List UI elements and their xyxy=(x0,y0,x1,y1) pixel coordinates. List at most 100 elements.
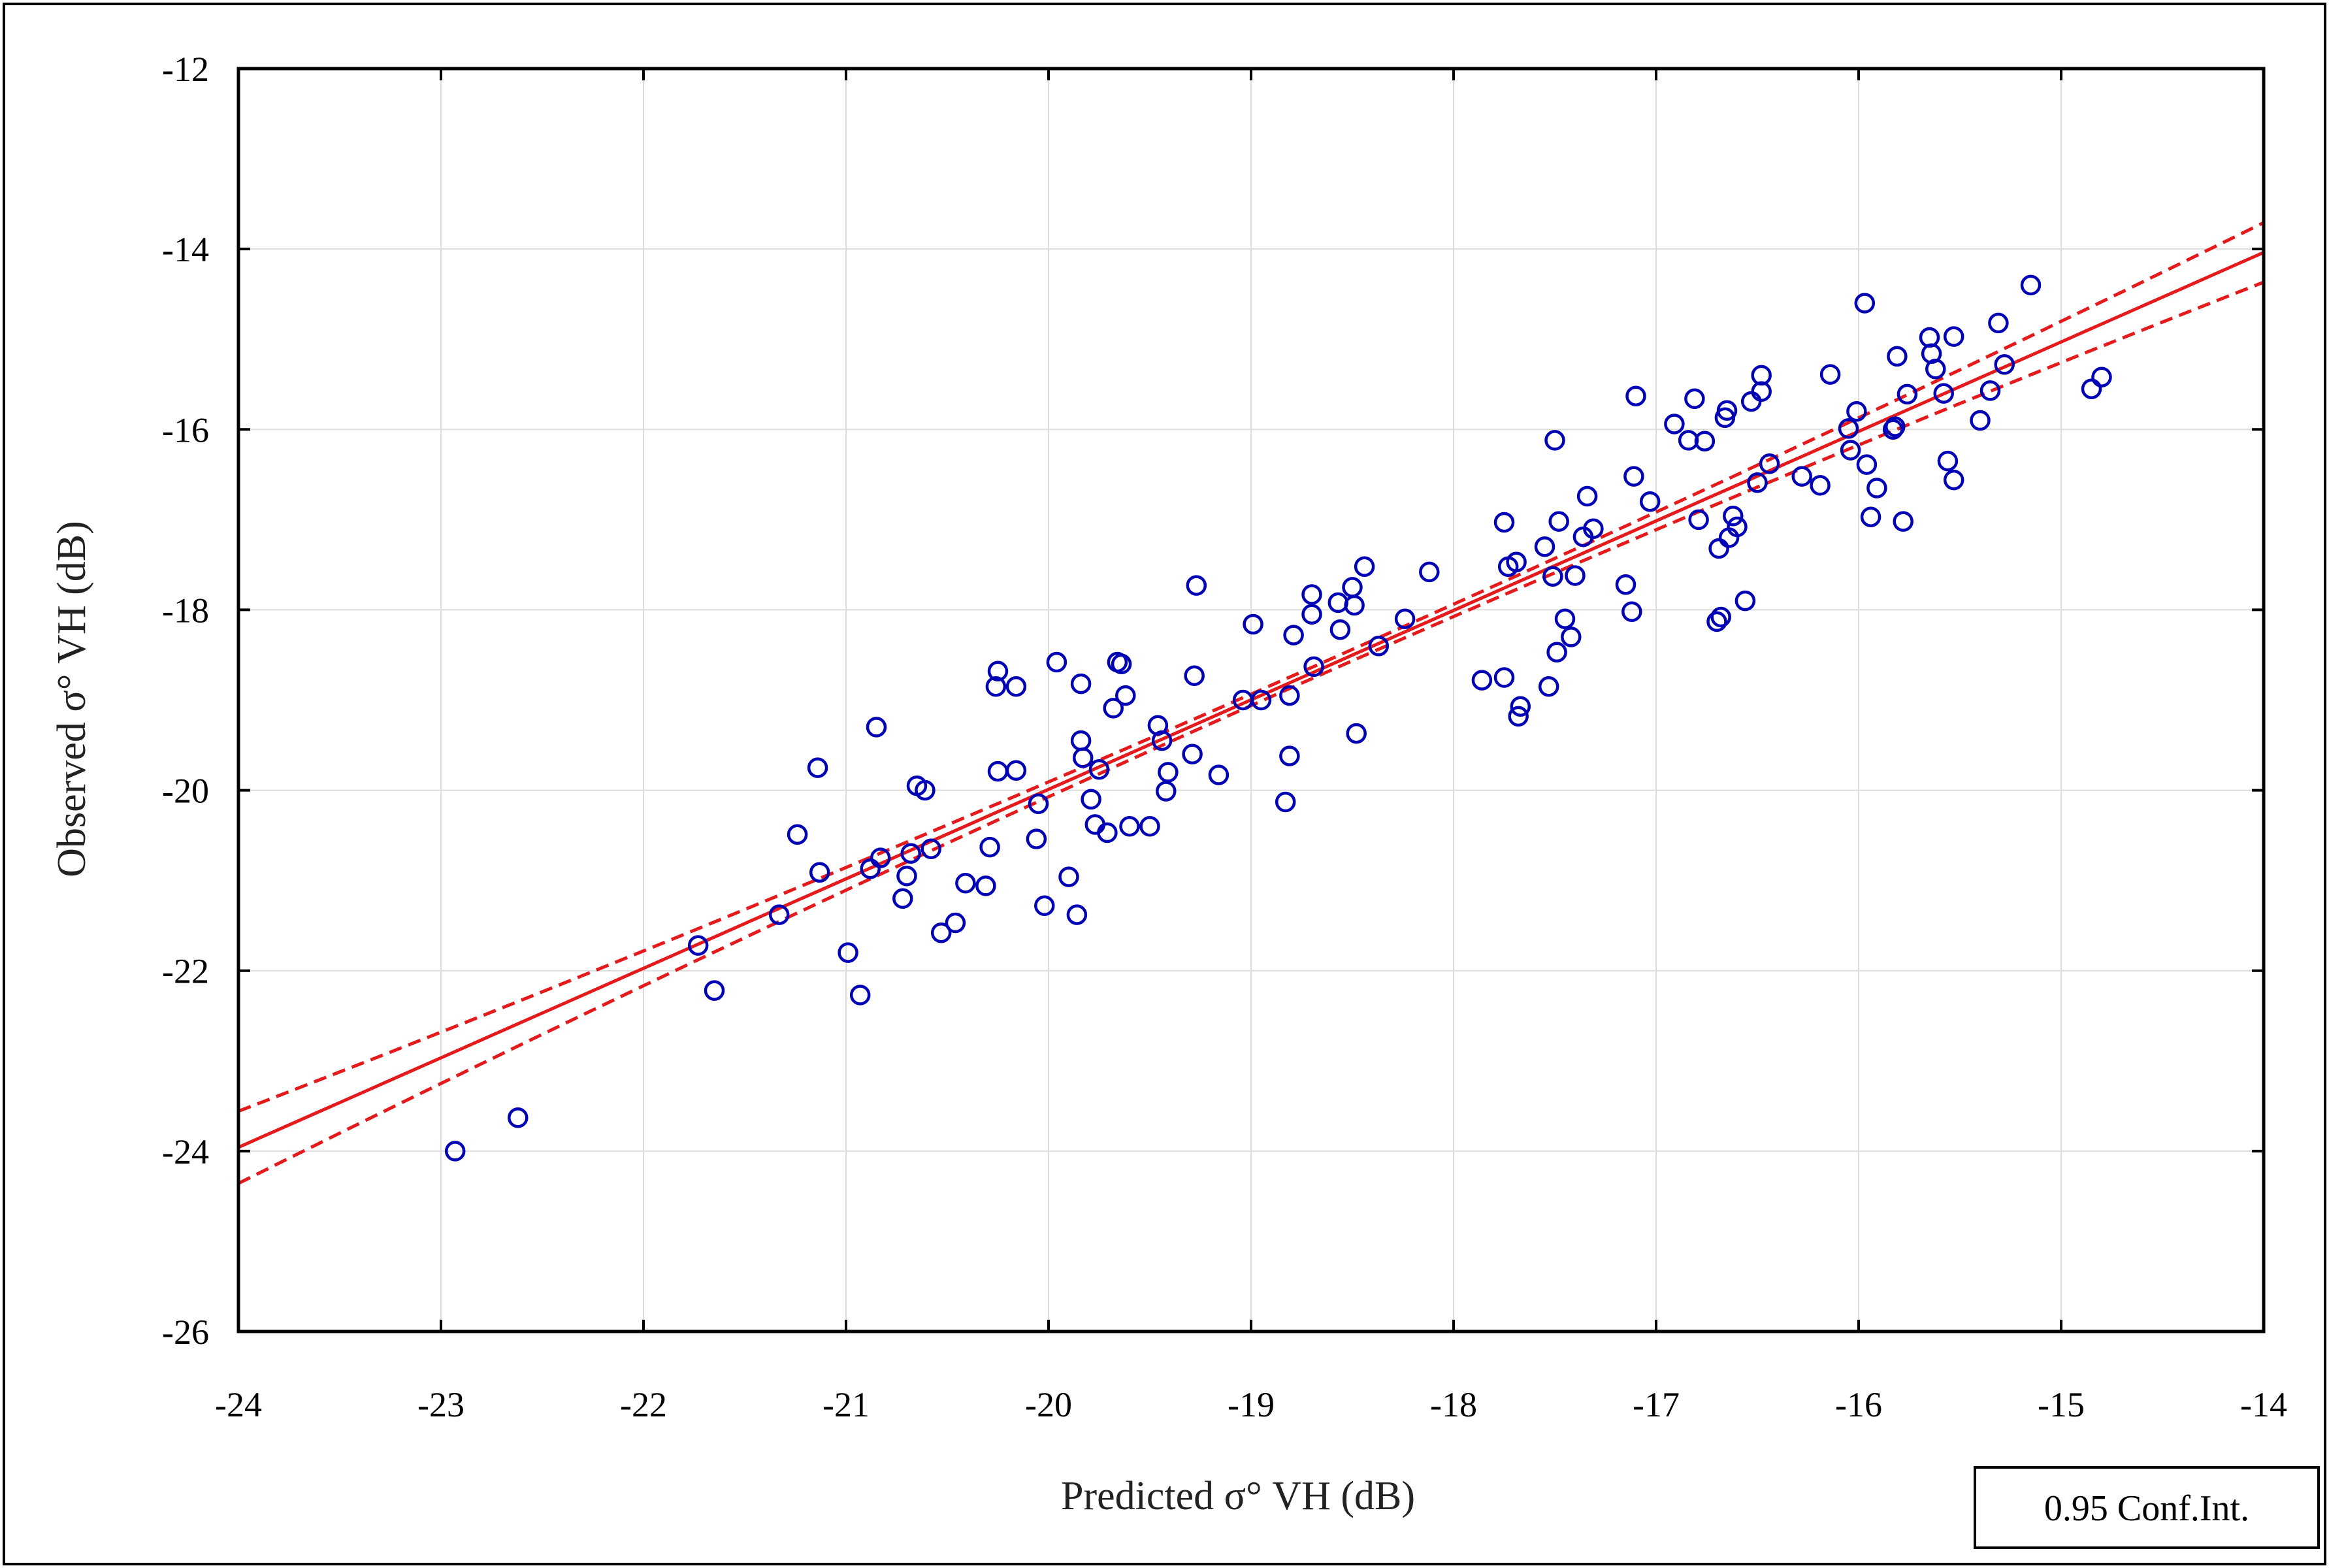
data-point xyxy=(1615,574,1637,595)
data-point xyxy=(1710,606,1731,628)
legend-label: 0.95 Conf.Int. xyxy=(2044,1488,2249,1529)
data-point xyxy=(809,862,830,883)
data-point xyxy=(1156,781,1177,802)
data-point xyxy=(945,912,966,934)
data-point xyxy=(955,873,976,894)
data-point xyxy=(2091,367,2112,387)
data-point xyxy=(1810,475,1831,496)
data-point xyxy=(1727,516,1748,538)
data-point xyxy=(1561,627,1582,647)
plot-frame xyxy=(236,67,2266,1333)
data-point xyxy=(1583,518,1604,539)
data-point xyxy=(1493,667,1515,688)
data-point xyxy=(2081,378,2102,399)
data-point xyxy=(1933,383,1954,404)
data-point xyxy=(1070,673,1092,694)
data-point xyxy=(1301,604,1322,625)
data-point xyxy=(1354,556,1375,577)
x-axis-title: Predicted σ° VH (dB) xyxy=(1061,1474,1415,1518)
data-point xyxy=(985,676,1007,697)
data-point xyxy=(1103,698,1124,719)
data-point xyxy=(1419,561,1440,583)
x-tick-label: -18 xyxy=(1430,1385,1477,1424)
data-point xyxy=(1344,595,1365,616)
data-point xyxy=(1548,511,1569,532)
data-point xyxy=(1072,747,1094,768)
data-point xyxy=(1937,450,1959,472)
data-point xyxy=(1688,509,1709,531)
data-point xyxy=(1301,584,1322,605)
data-point xyxy=(1115,685,1136,706)
data-point xyxy=(1994,354,2015,375)
y-tick-label: -24 xyxy=(162,1132,209,1171)
data-point xyxy=(1751,381,1772,402)
data-point xyxy=(2020,274,2042,296)
data-point xyxy=(1097,822,1118,843)
x-axis: -24 -23 -22 -21 -20 -19 -18 -17 -16 -15 -14 xyxy=(215,69,2287,1424)
data-point xyxy=(1706,611,1727,632)
data-point xyxy=(1854,293,1876,314)
data-point xyxy=(1759,453,1780,474)
legend-box xyxy=(1974,1466,2320,1549)
data-point xyxy=(860,858,881,879)
data-point xyxy=(1943,469,1964,491)
data-point xyxy=(1925,359,1946,380)
data-point xyxy=(1493,512,1515,533)
data-point xyxy=(1329,619,1351,640)
data-point xyxy=(1368,635,1390,657)
data-point xyxy=(975,875,996,896)
x-tick-label: -24 xyxy=(215,1385,262,1424)
data-point xyxy=(1394,608,1416,629)
data-point xyxy=(1139,816,1160,837)
data-point xyxy=(1554,608,1576,629)
y-tick-label: -14 xyxy=(162,230,209,269)
data-point xyxy=(896,865,917,887)
data-point xyxy=(1546,642,1567,663)
data-point xyxy=(1639,491,1661,512)
data-point xyxy=(768,904,790,925)
data-point xyxy=(1034,895,1055,917)
data-point xyxy=(1058,866,1079,887)
data-point xyxy=(1250,689,1272,711)
data-point xyxy=(1621,601,1642,622)
data-point xyxy=(1893,511,1914,532)
figure-border xyxy=(3,3,2326,1565)
data-point xyxy=(1510,696,1531,717)
data-point xyxy=(1158,762,1179,783)
data-point xyxy=(1275,791,1296,813)
data-point xyxy=(704,980,725,1001)
data-point xyxy=(787,824,808,845)
data-point xyxy=(1885,416,1906,437)
data-point xyxy=(1846,400,1867,422)
data-point xyxy=(1208,764,1230,785)
data-point xyxy=(920,838,941,860)
x-tick-label: -21 xyxy=(822,1385,870,1424)
data-point xyxy=(1866,478,1887,498)
legend: 0.95 Conf.Int. xyxy=(1974,1466,2320,1549)
data-point xyxy=(1576,485,1598,507)
y-tick-label: -18 xyxy=(162,591,209,630)
data-point xyxy=(1723,506,1744,527)
y-tick-label: -16 xyxy=(162,410,209,449)
y-tick-label: -20 xyxy=(162,772,209,811)
data-point xyxy=(1684,388,1705,410)
data-point xyxy=(1279,745,1300,766)
data-point xyxy=(866,717,887,738)
data-point xyxy=(1838,418,1859,439)
data-point xyxy=(987,661,1009,682)
data-point xyxy=(1538,676,1559,697)
y-tick-label: -22 xyxy=(162,952,209,991)
data-point xyxy=(1243,613,1263,635)
x-tick-label: -17 xyxy=(1633,1385,1680,1424)
data-point xyxy=(1840,440,1861,461)
data-point xyxy=(1508,706,1529,727)
x-tick-label: -16 xyxy=(1835,1385,1882,1424)
y-tick-label: -26 xyxy=(162,1313,209,1352)
data-point xyxy=(1819,364,1841,385)
data-point xyxy=(1303,656,1324,678)
x-tick-label: -20 xyxy=(1025,1385,1072,1424)
data-point xyxy=(1856,454,1878,475)
data-point xyxy=(930,922,952,943)
data-point xyxy=(1005,676,1027,697)
